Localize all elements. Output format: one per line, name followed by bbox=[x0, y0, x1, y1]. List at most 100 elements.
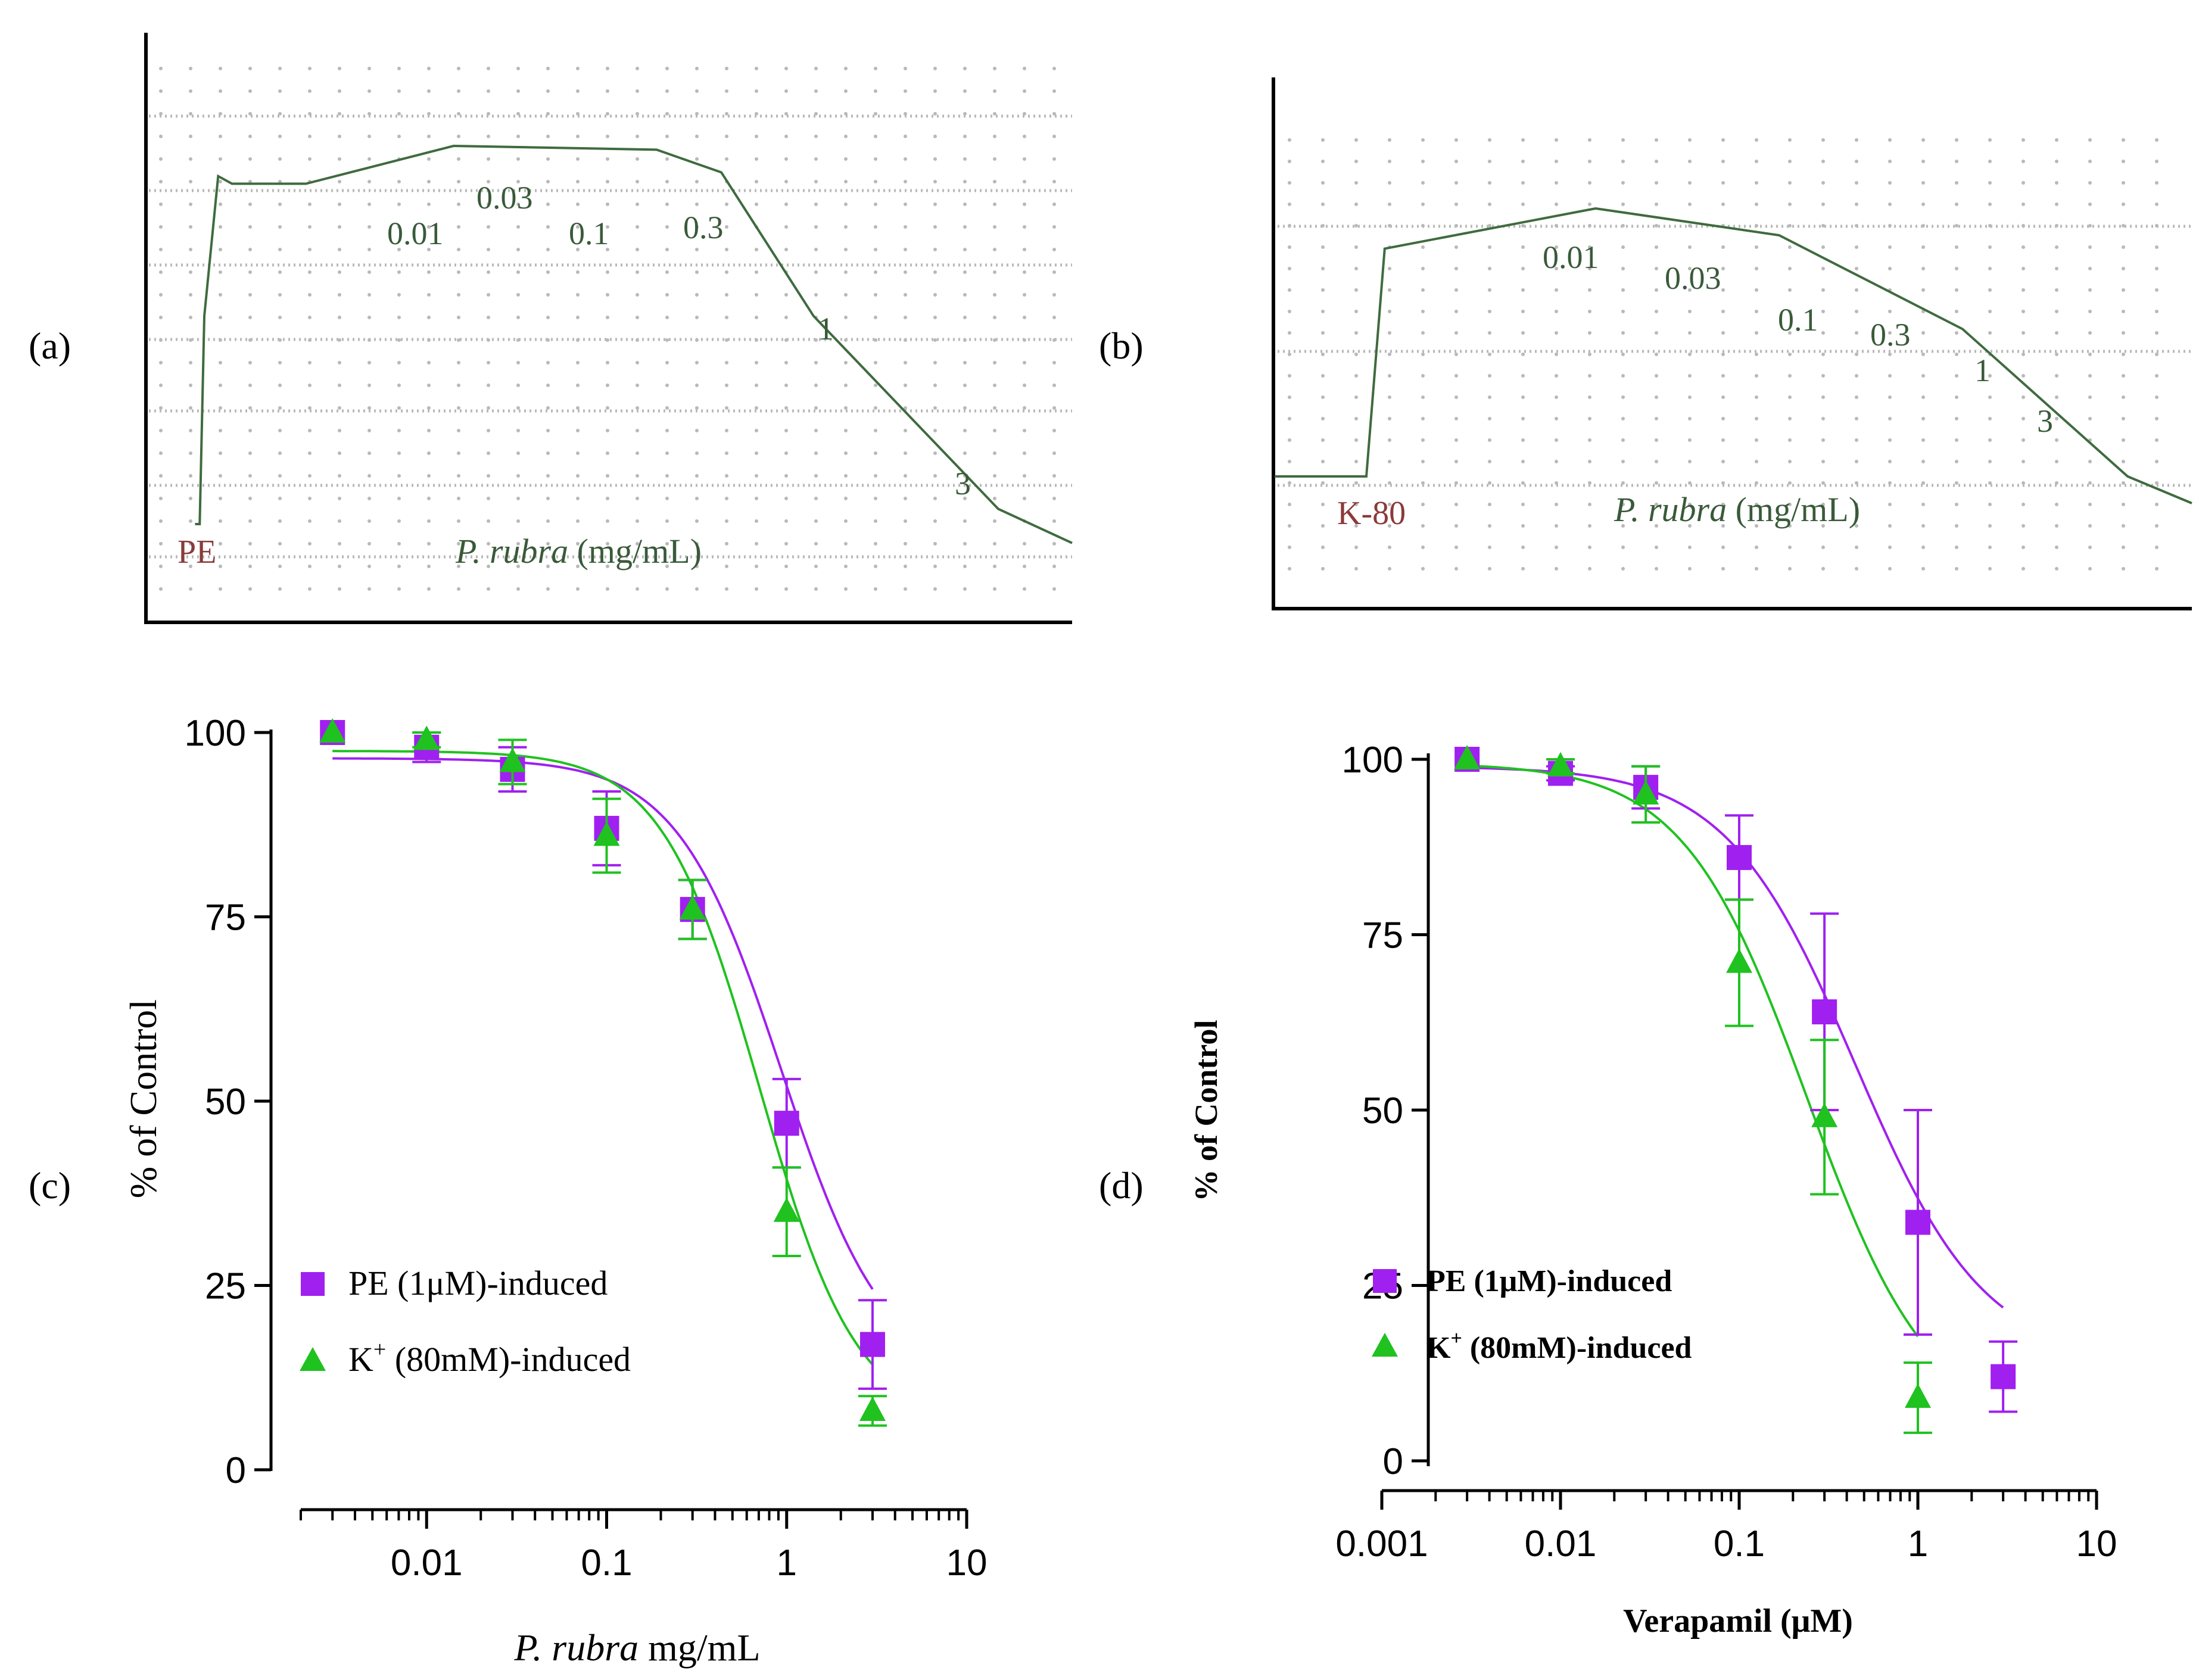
grid-dot bbox=[725, 270, 728, 274]
grid-dot bbox=[427, 202, 431, 206]
grid-dot bbox=[1521, 245, 1525, 249]
grid-dot bbox=[2155, 438, 2158, 442]
grid-dot bbox=[2122, 353, 2125, 356]
grid-dot bbox=[1354, 331, 1358, 335]
grid-dot bbox=[546, 587, 550, 591]
x-tick-label: 0.1 bbox=[1714, 1523, 1765, 1564]
grid-dot bbox=[1755, 202, 1758, 206]
grid-dot bbox=[1321, 245, 1325, 249]
y-tick-label: 75 bbox=[205, 897, 246, 939]
grid-dot bbox=[784, 565, 788, 568]
grid-dot bbox=[1721, 160, 1725, 163]
grid-dot bbox=[1621, 567, 1625, 571]
grid-dot bbox=[665, 519, 669, 523]
grid-dot bbox=[844, 519, 848, 523]
grid-dot bbox=[844, 542, 848, 546]
grid-dot bbox=[1655, 331, 1658, 335]
grid-dot bbox=[219, 587, 222, 591]
grid-dot bbox=[576, 384, 580, 387]
grid-dot bbox=[1788, 481, 1792, 485]
panel-a-conc-label: 0.1 bbox=[569, 216, 609, 251]
grid-dot bbox=[487, 316, 490, 319]
grid-dot bbox=[2055, 438, 2058, 442]
grid-dot bbox=[904, 89, 907, 93]
grid-dot bbox=[1855, 395, 1858, 399]
grid-dot bbox=[1421, 374, 1425, 378]
grid-dot bbox=[1621, 395, 1625, 399]
grid-dot bbox=[278, 202, 282, 206]
grid-dot bbox=[1621, 202, 1625, 206]
grid-dot bbox=[1052, 519, 1056, 523]
grid-dot bbox=[516, 89, 520, 93]
grid-dot bbox=[844, 225, 848, 229]
grid-dot bbox=[844, 293, 848, 297]
grid-dot bbox=[308, 429, 312, 432]
grid-dot bbox=[2122, 245, 2125, 249]
grid-dot bbox=[1955, 353, 1958, 356]
grid-dot bbox=[248, 270, 252, 274]
grid-dot bbox=[1354, 353, 1358, 356]
grid-dot bbox=[1354, 395, 1358, 399]
grid-dot bbox=[516, 429, 520, 432]
grid-dot bbox=[755, 451, 758, 455]
grid-dot bbox=[1421, 546, 1425, 549]
grid-dot bbox=[1052, 497, 1056, 500]
grid-dot bbox=[189, 112, 192, 116]
grid-dot bbox=[248, 361, 252, 364]
grid-dot bbox=[1888, 524, 1892, 528]
grid-dot bbox=[844, 361, 848, 364]
y-tick-label: 50 bbox=[1362, 1090, 1403, 1132]
grid-dot bbox=[248, 135, 252, 138]
grid-dot bbox=[308, 89, 312, 93]
grid-dot bbox=[1688, 202, 1692, 206]
grid-dot bbox=[636, 542, 639, 546]
grid-dot bbox=[606, 451, 609, 455]
grid-dot bbox=[2088, 503, 2092, 506]
grid-dot bbox=[1788, 524, 1792, 528]
grid-dot bbox=[2122, 546, 2125, 549]
grid-dot bbox=[874, 384, 877, 387]
grid-dot bbox=[338, 384, 341, 387]
grid-dot bbox=[755, 429, 758, 432]
grid-dot bbox=[189, 248, 192, 251]
grid-dot bbox=[278, 67, 282, 70]
grid-dot bbox=[2122, 160, 2125, 163]
grid-dot bbox=[546, 157, 550, 161]
panel-b-grid bbox=[1278, 138, 2192, 571]
grid-dot bbox=[1821, 481, 1825, 485]
grid-dot bbox=[2088, 224, 2092, 227]
grid-dot bbox=[1821, 288, 1825, 292]
grid-dot bbox=[606, 497, 609, 500]
grid-dot bbox=[784, 542, 788, 546]
grid-dot bbox=[963, 497, 967, 500]
data-point-triangle bbox=[1726, 948, 1752, 973]
grid-dot bbox=[1855, 181, 1858, 185]
grid-dot bbox=[457, 157, 460, 161]
grid-dot bbox=[1354, 503, 1358, 506]
grid-dot bbox=[2022, 460, 2025, 463]
grid-dot bbox=[1023, 565, 1026, 568]
grid-dot bbox=[636, 384, 639, 387]
grid-dot bbox=[1721, 546, 1725, 549]
grid-dot bbox=[1521, 202, 1525, 206]
grid-dot bbox=[427, 361, 431, 364]
grid-dot bbox=[636, 157, 639, 161]
grid-dot bbox=[2122, 138, 2125, 142]
legend-pe-label: PE (1μM)-induced bbox=[1426, 1264, 1672, 1298]
grid-dot bbox=[308, 270, 312, 274]
grid-dot bbox=[546, 135, 550, 138]
grid-dot bbox=[427, 474, 431, 478]
grid-dot bbox=[755, 270, 758, 274]
grid-dot bbox=[2155, 546, 2158, 549]
grid-dot bbox=[427, 270, 431, 274]
grid-dot bbox=[2055, 202, 2058, 206]
data-point-triangle bbox=[1547, 752, 1574, 777]
grid-dot bbox=[1023, 406, 1026, 410]
grid-dot bbox=[1688, 310, 1692, 313]
grid-dot bbox=[1052, 406, 1056, 410]
grid-dot bbox=[1454, 202, 1458, 206]
grid-dot bbox=[1521, 567, 1525, 571]
grid-dot bbox=[606, 587, 609, 591]
grid-dot bbox=[874, 202, 877, 206]
grid-dot bbox=[993, 519, 996, 523]
